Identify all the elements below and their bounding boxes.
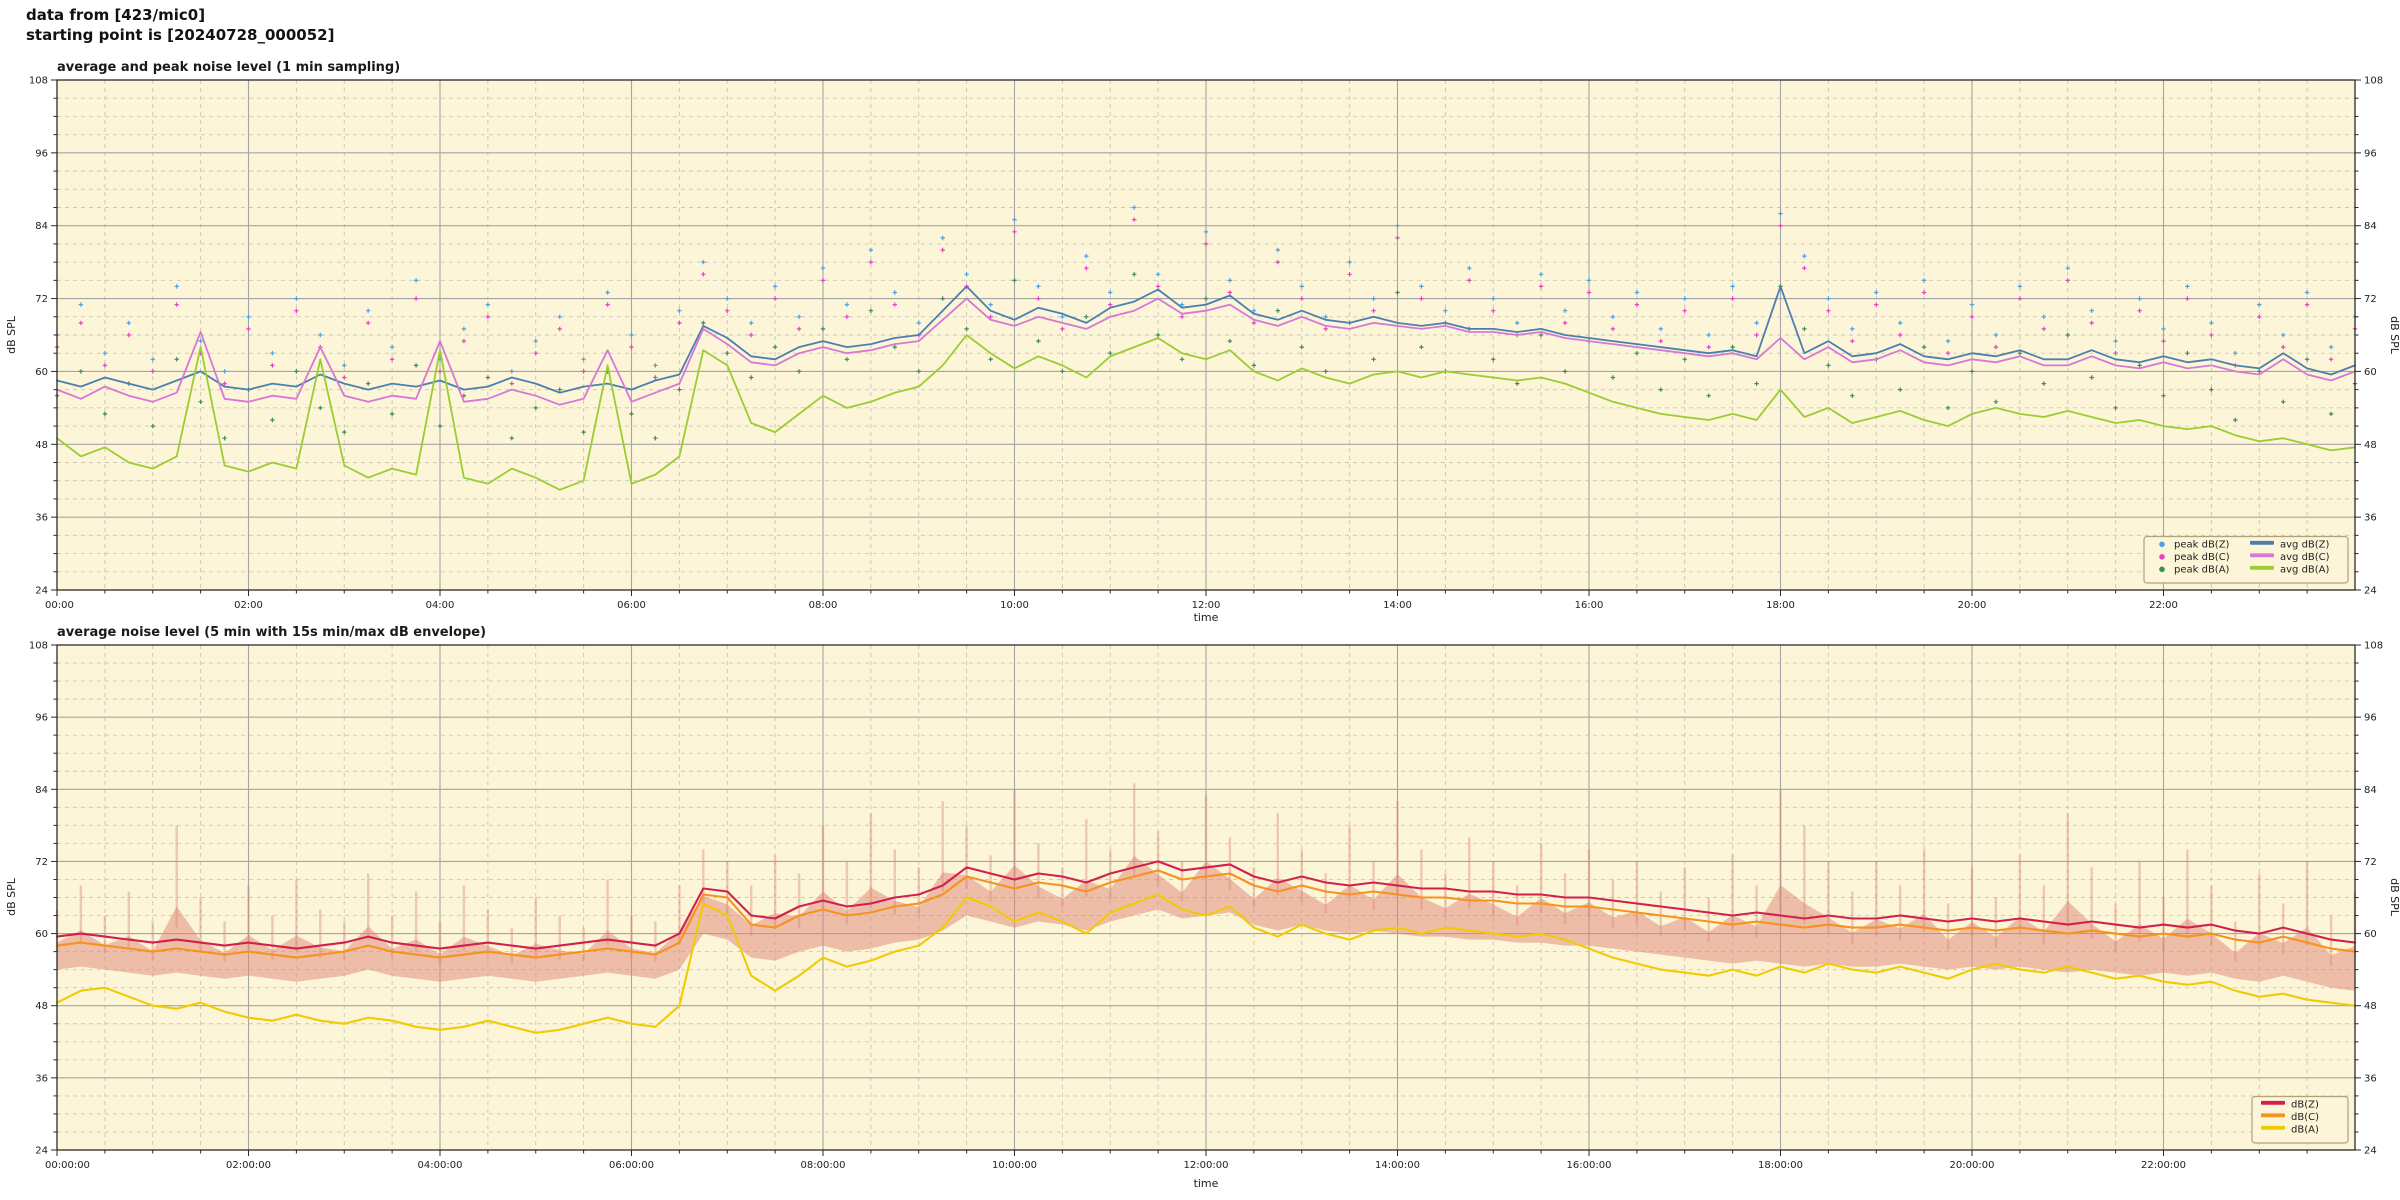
legend-marker-db-z: [2261, 1100, 2285, 1105]
x-tick-label: 00:00: [45, 600, 74, 611]
x-tick-label: 10:00: [1000, 600, 1029, 611]
legend-marker-peak-db-a: [2159, 566, 2165, 573]
legend-marker-avg-db-a: [2250, 565, 2274, 570]
y-tick-label-right: 84: [2364, 785, 2377, 796]
x-tick-label: 18:00:00: [1758, 1160, 1803, 1171]
y-tick-label-left: 24: [35, 1146, 48, 1157]
y-tick-label-right: 48: [2364, 1001, 2377, 1012]
y-tick-label-right: 96: [2364, 148, 2377, 159]
x-tick-label: 16:00:00: [1567, 1160, 1612, 1171]
y-tick-label-right: 108: [2364, 641, 2383, 652]
x-tick-label: 12:00: [1192, 600, 1221, 611]
series-db-a: [55, 893, 2357, 1034]
top-yaxis-label-right: dB SPL: [2388, 316, 2400, 355]
y-tick-label-left: 36: [35, 513, 48, 524]
legend: dB(Z)dB(C) dB(A): [2251, 1095, 2349, 1144]
y-tick-label-left: 84: [35, 221, 48, 232]
x-tick-label: 22:00:00: [2141, 1160, 2186, 1171]
y-tick-label-left: 72: [35, 857, 48, 868]
y-tick-label-left: 48: [35, 1001, 48, 1012]
y-tick-label-right: 36: [2364, 513, 2377, 524]
y-tick-label-right: 24: [2364, 1146, 2377, 1157]
figure-header: data from [423/mic0] starting point is […: [26, 6, 334, 46]
x-tick-label: 20:00:00: [1950, 1160, 1995, 1171]
y-tick-label-right: 72: [2364, 294, 2377, 305]
legend-marker-db-a: [2261, 1125, 2285, 1130]
y-tick-label-right: 60: [2364, 367, 2377, 378]
bottom-yaxis-label-left: dB SPL: [5, 877, 18, 916]
legend-marker-peak-db-c: [2159, 554, 2165, 560]
x-tick-label: 04:00: [426, 600, 455, 611]
y-tick-label-left: 24: [35, 586, 48, 597]
y-tick-label-right: 72: [2364, 857, 2377, 868]
legend-label-db-c: dB(C): [2291, 1112, 2319, 1123]
x-tick-label: 04:00:00: [418, 1160, 463, 1171]
bottom-yaxis-label-right: dB SPL: [2388, 878, 2400, 917]
x-tick-label: 14:00:00: [1375, 1160, 1420, 1171]
header-line-1: data from [423/mic0]: [26, 6, 206, 24]
axis-ticks: 00:00 02:00 04:00 06:00 08:00 10:00 12:00 14:00…: [29, 76, 2383, 612]
legend-marker-db-c: [2261, 1113, 2285, 1118]
x-tick-label: 06:00: [617, 600, 646, 611]
y-tick-label-right: 36: [2364, 1073, 2377, 1084]
series-avg-db-c: [56, 297, 2356, 406]
bottom-xaxis-label: time: [1194, 1177, 1219, 1190]
y-tick-label-right: 60: [2364, 929, 2377, 940]
series-avg-db-a: [56, 334, 2356, 491]
y-tick-label-left: 60: [35, 367, 48, 378]
top-yaxis-label-left: dB SPL: [5, 315, 18, 354]
x-tick-label: 06:00:00: [609, 1160, 654, 1171]
y-tick-label-left: 96: [35, 713, 48, 724]
chart-average-envelope-noise: 00:00:00 02:00:00 04:00:00 06:00:00 08:00:00…: [29, 641, 2383, 1172]
legend-label-peak-db-z: peak dB(Z): [2174, 540, 2230, 551]
legend-marker-avg-db-c: [2250, 553, 2274, 558]
x-tick-label: 08:00: [809, 600, 838, 611]
y-tick-label-left: 108: [29, 76, 48, 87]
legend-label-avg-db-c: avg dB(C): [2280, 552, 2330, 563]
x-tick-label: 18:00: [1766, 600, 1795, 611]
series-db-z: [55, 860, 2357, 950]
y-tick-label-right: 108: [2364, 76, 2383, 87]
y-tick-label-left: 108: [29, 641, 48, 652]
axis-ticks: 00:00:00 02:00:00 04:00:00 06:00:00 08:00:00…: [29, 641, 2383, 1172]
y-tick-label-right: 84: [2364, 221, 2377, 232]
chart-average-peak-noise: 00:00 02:00 04:00 06:00 08:00 10:00 12:00 14:00…: [29, 76, 2383, 612]
y-tick-label-right: 48: [2364, 440, 2377, 451]
top-chart-title: average and peak noise level (1 min samp…: [57, 60, 400, 75]
top-xaxis-label: time: [1194, 611, 1219, 624]
legend-label-db-z: dB(Z): [2291, 1100, 2319, 1111]
y-tick-label-left: 96: [35, 148, 48, 159]
x-tick-label: 16:00: [1575, 600, 1604, 611]
x-tick-label: 02:00:00: [226, 1160, 271, 1171]
y-tick-label-left: 72: [35, 294, 48, 305]
x-tick-label: 00:00:00: [45, 1160, 90, 1171]
y-tick-label-right: 96: [2364, 713, 2377, 724]
x-tick-label: 10:00:00: [992, 1160, 1037, 1171]
x-tick-label: 22:00: [2149, 600, 2178, 611]
legend-marker-avg-db-z: [2250, 540, 2274, 545]
x-tick-label: 12:00:00: [1184, 1160, 1229, 1171]
legend-label-avg-db-a: avg dB(A): [2280, 565, 2330, 576]
x-tick-label: 08:00:00: [801, 1160, 846, 1171]
legend-marker-peak-db-z: [2159, 541, 2165, 548]
y-tick-label-left: 60: [35, 929, 48, 940]
legend-label-peak-db-c: peak dB(C): [2174, 552, 2230, 563]
legend-label-avg-db-z: avg dB(Z): [2280, 540, 2330, 551]
y-tick-label-left: 48: [35, 440, 48, 451]
y-tick-label-right: 24: [2364, 586, 2377, 597]
legend-label-db-a: dB(A): [2291, 1125, 2319, 1136]
bottom-chart-title: average noise level (5 min with 15s min/…: [57, 625, 486, 640]
x-tick-label: 14:00: [1383, 600, 1412, 611]
header-line-2: starting point is [20240728_000052]: [26, 25, 335, 44]
y-tick-label-left: 36: [35, 1073, 48, 1084]
series-db-c: [55, 869, 2357, 959]
series-avg-db-z: [56, 285, 2356, 394]
y-tick-label-left: 84: [35, 785, 48, 796]
legend: peak dB(Z)peak dB(C)peak dB(A)avg dB(Z)a…: [2143, 535, 2349, 584]
legend-label-peak-db-a: peak dB(A): [2174, 565, 2230, 576]
x-tick-label: 20:00: [1958, 600, 1987, 611]
x-tick-label: 02:00: [234, 600, 263, 611]
